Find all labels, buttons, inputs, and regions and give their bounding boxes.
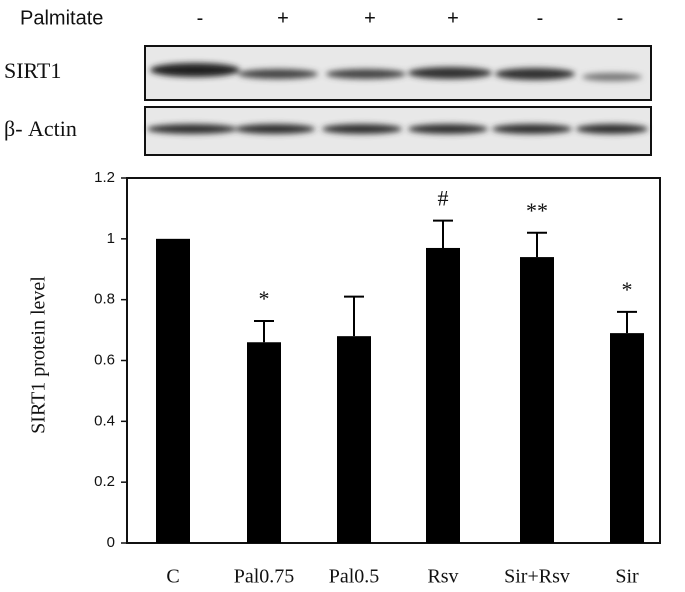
y-tick-label: 1.2 <box>94 169 115 186</box>
bar <box>520 257 554 543</box>
x-tick-label: Pal0.5 <box>329 566 380 588</box>
blot-label: SIRT1 <box>4 58 61 83</box>
y-tick-label: 0.6 <box>94 351 115 368</box>
treatment-sign: + <box>277 7 289 29</box>
significance-mark: ** <box>526 198 548 223</box>
plot-frame <box>126 177 661 544</box>
error-bar <box>617 310 637 334</box>
x-tick-label: Pal0.75 <box>234 566 295 588</box>
y-tick-label: 0.8 <box>94 291 115 308</box>
error-bar <box>433 219 453 248</box>
error-bar <box>254 319 274 343</box>
bar <box>610 333 644 543</box>
treatment-label: Palmitate <box>20 7 103 29</box>
blot-sirt1 <box>144 45 652 101</box>
bar <box>156 238 190 544</box>
treatment-sign: + <box>447 7 459 29</box>
y-tick-label: 1 <box>107 230 115 247</box>
y-axis-label: SIRT1 protein level <box>28 276 50 434</box>
x-tick-label: C <box>166 566 179 588</box>
significance-mark: * <box>622 277 633 302</box>
y-tick-label: 0 <box>107 534 115 551</box>
bar <box>247 342 281 543</box>
bar <box>337 336 371 543</box>
blot-actin <box>144 106 652 156</box>
error-bar <box>527 231 547 258</box>
blot-label: β- Actin <box>4 116 77 141</box>
x-tick-label: Sir <box>615 566 639 588</box>
treatment-sign: - <box>537 7 544 29</box>
x-tick-label: Rsv <box>427 566 458 588</box>
error-bar <box>344 295 364 337</box>
treatment-sign: - <box>197 7 204 29</box>
significance-mark: # <box>438 186 449 211</box>
treatment-sign: + <box>364 7 376 29</box>
significance-mark: * <box>259 286 270 311</box>
y-tick-label: 0.4 <box>94 412 115 429</box>
x-tick-label: Sir+Rsv <box>504 566 570 588</box>
bar <box>426 247 460 544</box>
treatment-sign: - <box>617 7 624 29</box>
y-tick-label: 0.2 <box>94 473 115 490</box>
